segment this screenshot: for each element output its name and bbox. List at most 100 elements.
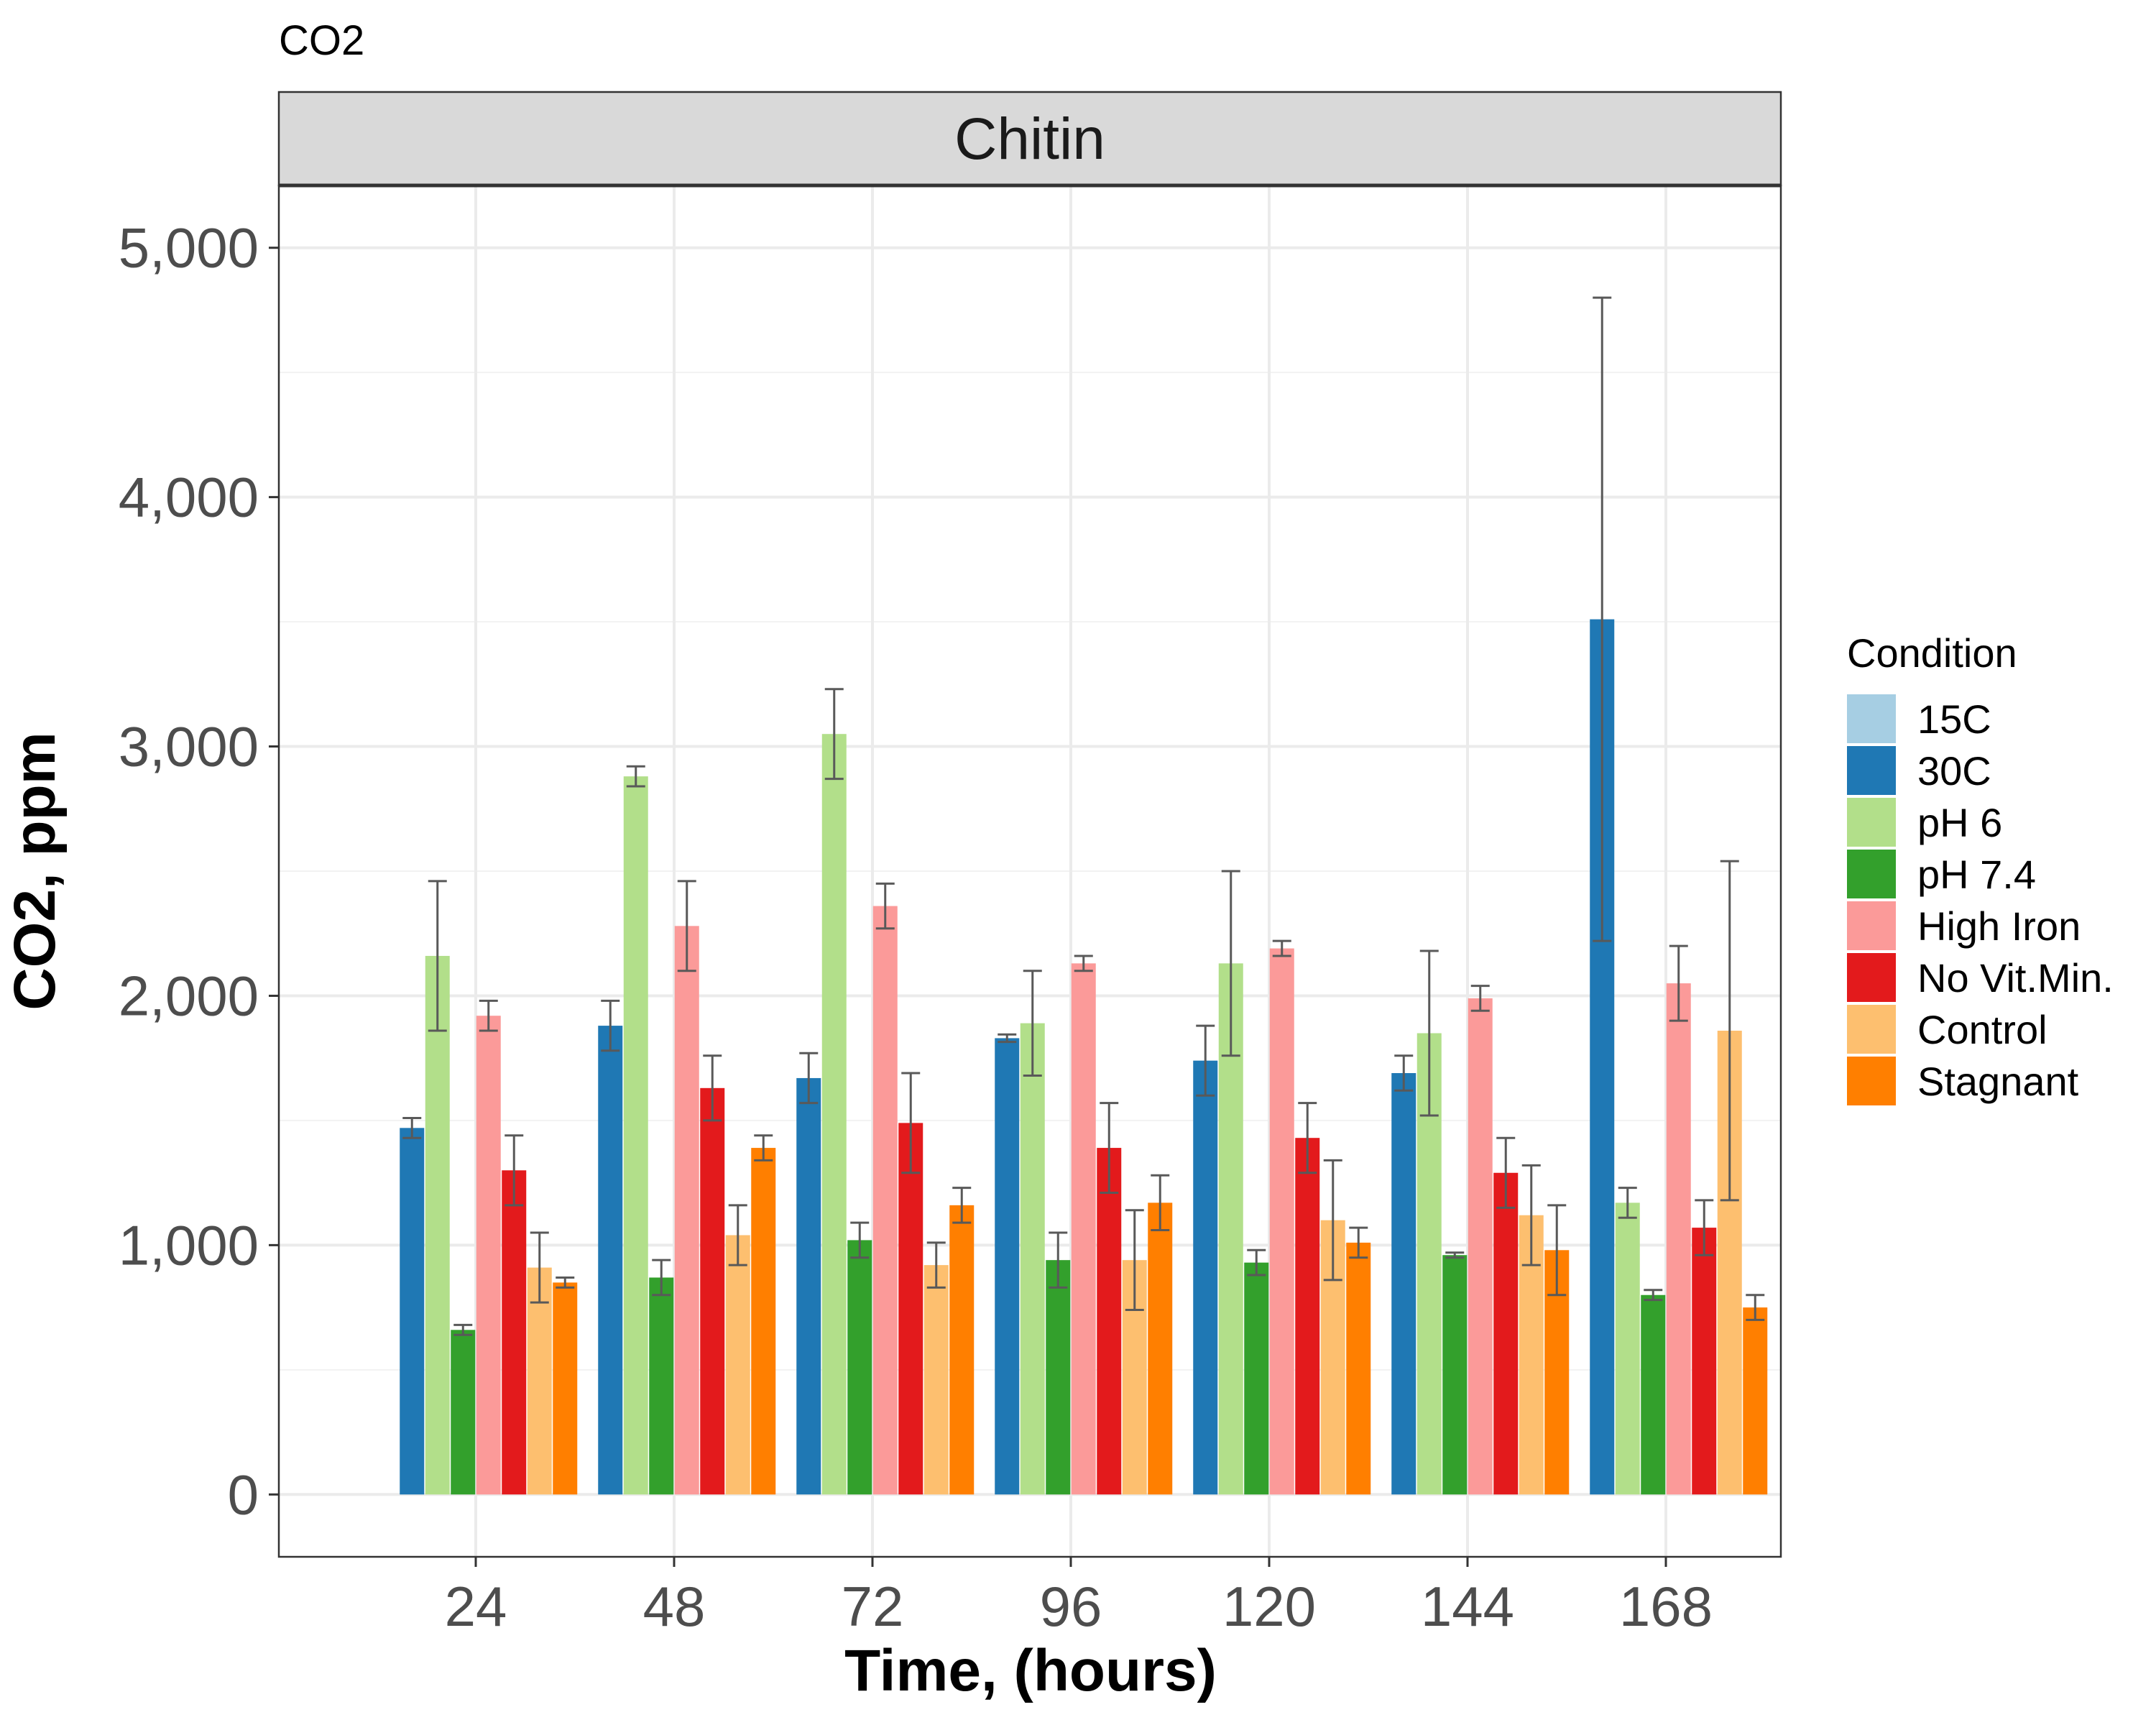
error-bar [1049,1231,1068,1289]
legend-item: 15C [1847,694,1991,743]
error-bar [652,1259,671,1297]
bar [796,1077,821,1495]
bar [451,1330,476,1495]
bar [1020,1023,1045,1495]
error-bar [1247,1248,1266,1276]
error-bar [1196,1024,1215,1097]
error-bar [1151,1174,1170,1232]
error-bar [601,999,620,1052]
error-bar [1669,944,1688,1022]
bar [821,734,847,1495]
y-tick-label: 5,000 [119,216,259,280]
legend-key [1847,798,1896,847]
error-bar [1323,1159,1342,1282]
bar [502,1170,527,1495]
error-bar [799,1052,819,1105]
bar [623,776,648,1495]
legend-label: 30C [1917,748,1991,794]
bar [400,1128,425,1495]
error-bar [530,1231,549,1304]
x-tick-label: 96 [1040,1575,1102,1638]
bar [751,1148,776,1495]
bar [649,1277,674,1495]
legend-label: pH 6 [1917,800,2002,845]
error-bar [402,1116,422,1139]
bar [923,1265,949,1495]
error-bar [1746,1294,1765,1321]
bar [725,1235,750,1495]
x-tick-label: 120 [1222,1575,1316,1638]
error-bar [998,1033,1017,1044]
error-bar [1644,1289,1663,1302]
y-tick-label: 1,000 [119,1213,259,1276]
legend-label: Control [1917,1007,2047,1052]
bar [425,955,450,1495]
error-bar [1298,1102,1317,1174]
bar [598,1026,623,1495]
bar [1346,1242,1371,1495]
y-tick-label: 2,000 [119,964,259,1027]
error-bar [703,1054,722,1122]
bar [995,1038,1020,1495]
legend-item: pH 6 [1847,798,2002,847]
error-bar [1394,1054,1414,1092]
legend-key [1847,953,1896,1002]
x-tick-label: 72 [842,1575,904,1638]
bar [898,1123,923,1495]
error-bar [1445,1251,1465,1259]
bar [1692,1228,1717,1495]
error-bar [824,688,844,781]
legend-label: 15C [1917,696,1991,742]
error-bar [1349,1226,1368,1259]
bar [1295,1138,1320,1495]
legend-label: Stagnant [1917,1059,2079,1104]
error-bar [926,1241,946,1289]
bar [1493,1172,1519,1495]
legend-key [1847,901,1896,950]
error-bar [1023,970,1042,1077]
error-bar [479,999,498,1032]
legend-key [1847,694,1896,743]
error-bar [1496,1136,1516,1209]
error-bars [402,296,1765,1336]
legend-key [1847,850,1896,898]
bar [1666,983,1691,1495]
error-bar [952,1187,972,1224]
bar [1615,1202,1640,1495]
error-bar [1695,1199,1714,1256]
bar [872,906,898,1495]
x-axis-ticks: 24 48 72 96 120 144 168 [445,1557,1713,1638]
y-tick-label: 3,000 [119,715,259,778]
error-bar [728,1204,747,1266]
error-bar [428,880,447,1032]
facet-strip [277,91,1782,187]
legend-key [1847,1005,1896,1054]
error-bar [1272,939,1291,957]
bar [1269,948,1294,1495]
error-bar [1074,954,1093,972]
y-axis-title: CO2, ppm [2,732,68,1010]
bar [1193,1060,1218,1495]
bar [1148,1202,1173,1495]
x-tick-label: 168 [1619,1575,1713,1638]
error-bar [754,1134,773,1162]
error-bar [1618,1187,1637,1219]
y-tick-label: 0 [228,1463,259,1526]
error-bar [1470,985,1490,1012]
facet-label: Chitin [954,106,1105,172]
bar [1442,1255,1468,1495]
error-bar [850,1221,870,1259]
y-tick-label: 4,000 [119,466,259,529]
error-bar [1521,1164,1541,1266]
x-tick-label: 24 [445,1575,507,1638]
legend-key [1847,1057,1896,1105]
grid-lines [279,185,1781,1557]
legend-label: No Vit.Min. [1917,955,2114,1000]
bar [1097,1148,1122,1495]
legend: 15C 30C pH 6 pH 7.4 High Iron No Vit.Min. Cont… [1847,694,2114,1105]
legend-key [1847,746,1896,795]
bar [1743,1307,1768,1495]
error-bar [556,1276,575,1289]
bar [553,1282,578,1495]
legend-item: Control [1847,1005,2047,1054]
